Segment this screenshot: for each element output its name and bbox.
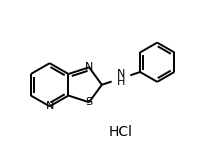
Text: N: N [117, 69, 125, 79]
Text: HCl: HCl [109, 125, 133, 139]
Text: H: H [117, 77, 125, 87]
Text: N: N [45, 101, 54, 111]
Text: N: N [85, 62, 93, 72]
Text: S: S [85, 97, 93, 107]
